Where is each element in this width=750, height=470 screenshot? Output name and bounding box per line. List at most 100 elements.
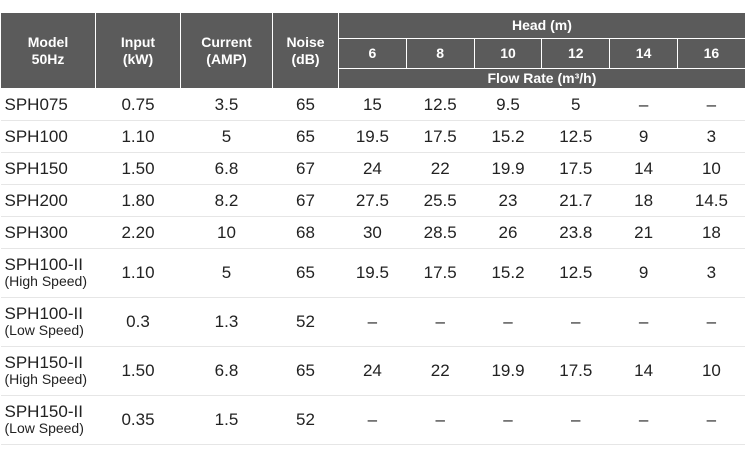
head-value: 12 bbox=[541, 38, 611, 69]
head-value: 8 bbox=[405, 38, 475, 69]
table-cell: 1.5 bbox=[180, 395, 273, 445]
table-cell: 1.50 bbox=[95, 152, 181, 185]
flow-label: Flow Rate (m³/h) bbox=[338, 68, 746, 89]
table-cell: 15.2 bbox=[474, 120, 542, 153]
table-row: SPH100-II (High Speed) 1.10 5 65 19.5 17.5 15.2… bbox=[0, 248, 746, 298]
spec-table: Model 50Hz Input (kW) Current (AMP) Noise (dB) H… bbox=[0, 12, 746, 445]
model-note: (Low Speed) bbox=[4, 420, 84, 436]
table-cell: 12.5 bbox=[541, 120, 610, 153]
table-cell: – bbox=[677, 395, 746, 445]
header-text: Model bbox=[27, 33, 69, 50]
table-cell: – bbox=[541, 395, 610, 445]
header-row: Flow Rate (m³/h) bbox=[1, 68, 746, 89]
table-cell: – bbox=[677, 88, 746, 121]
table-header: Model 50Hz Input (kW) Current (AMP) Noise (dB) H… bbox=[0, 12, 746, 89]
header-text: (dB) bbox=[291, 50, 320, 67]
table-body: SPH075 0.75 3.5 65 15 12.5 9.5 5– – SPH100 1.10 5 65… bbox=[0, 88, 746, 445]
table-cell: – bbox=[338, 395, 407, 445]
model-cell: SPH150-II (Low Speed) bbox=[0, 395, 96, 445]
model-name: SPH300 bbox=[4, 223, 68, 242]
table-cell: 65 bbox=[272, 88, 339, 121]
model-cell: SPH100-II (High Speed) bbox=[0, 248, 96, 298]
table-cell: 9.5 bbox=[474, 88, 542, 121]
table-row: SPH100-II (Low Speed) 0.3 1.3 52– – – – – – bbox=[0, 297, 746, 347]
table-cell: 67 bbox=[272, 152, 339, 185]
table-cell: – bbox=[338, 297, 407, 347]
table-cell: 1.10 bbox=[95, 248, 181, 298]
table-cell: – bbox=[406, 297, 475, 347]
table-cell: 52 bbox=[272, 395, 339, 445]
table-row: SPH200 1.80 8.2 67 27.5 25.5 23 21.7 18 14.5 bbox=[0, 184, 746, 217]
table-cell: 23 bbox=[474, 184, 542, 217]
model-cell: SPH300 bbox=[0, 216, 96, 249]
table-row: SPH075 0.75 3.5 65 15 12.5 9.5 5– – bbox=[0, 88, 746, 121]
table-cell: 10 bbox=[677, 346, 746, 396]
model-name: SPH200 bbox=[4, 191, 68, 210]
model-name: SPH100 bbox=[4, 127, 68, 146]
table-cell: – bbox=[406, 395, 475, 445]
header-text: 50Hz bbox=[31, 50, 65, 67]
table-cell: 17.5 bbox=[541, 152, 610, 185]
table-row: SPH150-II (Low Speed) 0.35 1.5 52– – – – – – bbox=[0, 395, 746, 445]
header-cell: Model 50Hz bbox=[0, 12, 96, 89]
table-cell: 24 bbox=[338, 152, 407, 185]
model-name: SPH075 bbox=[4, 95, 68, 114]
table-cell: 15 bbox=[338, 88, 407, 121]
table-cell: 28.5 bbox=[406, 216, 475, 249]
head-label: Head (m) bbox=[338, 12, 746, 39]
table-cell: 68 bbox=[272, 216, 339, 249]
model-cell: SPH200 bbox=[0, 184, 96, 217]
table-cell: 23.8 bbox=[541, 216, 610, 249]
model-cell: SPH100-II (Low Speed) bbox=[0, 297, 96, 347]
header-text: (AMP) bbox=[206, 50, 247, 67]
head-value: 10 bbox=[473, 38, 543, 69]
table-row: SPH100 1.10 5 65 19.5 17.5 15.2 12.5 9 3 bbox=[0, 120, 746, 153]
table-cell: 8.2 bbox=[180, 184, 273, 217]
model-note: (High Speed) bbox=[4, 273, 88, 289]
table-cell: 65 bbox=[272, 120, 339, 153]
model-name: SPH100-II bbox=[4, 255, 83, 274]
table-cell: 0.75 bbox=[95, 88, 181, 121]
table-cell: 1.10 bbox=[95, 120, 181, 153]
table-cell: 19.9 bbox=[474, 346, 542, 396]
table-cell: 14.5 bbox=[677, 184, 746, 217]
table-row: SPH150-II (High Speed) 1.50 6.8 65 24 22 19.9 17… bbox=[0, 346, 746, 396]
table-cell: – bbox=[474, 395, 542, 445]
table-cell: 6.8 bbox=[180, 346, 273, 396]
table-cell: 0.35 bbox=[95, 395, 181, 445]
model-cell: SPH075 bbox=[0, 88, 96, 121]
header-text: Noise bbox=[286, 33, 325, 50]
table-cell: 26 bbox=[474, 216, 542, 249]
table-cell: 19.5 bbox=[338, 120, 407, 153]
table-cell: 5 bbox=[541, 88, 610, 121]
table-cell: 14 bbox=[609, 346, 678, 396]
table-cell: 27.5 bbox=[338, 184, 407, 217]
table-cell: 22 bbox=[406, 152, 475, 185]
model-note: (Low Speed) bbox=[4, 322, 84, 338]
table-cell: 65 bbox=[272, 248, 339, 298]
model-cell: SPH150 bbox=[0, 152, 96, 185]
header-cell: Current (AMP) bbox=[180, 12, 273, 89]
model-name: SPH150 bbox=[4, 159, 68, 178]
table-cell: 17.5 bbox=[406, 120, 475, 153]
table-cell: 1.80 bbox=[95, 184, 181, 217]
table-cell: 25.5 bbox=[406, 184, 475, 217]
model-cell: SPH100 bbox=[0, 120, 96, 153]
table-cell: – bbox=[609, 297, 678, 347]
table-cell: 18 bbox=[677, 216, 746, 249]
header-cell: Input (kW) bbox=[95, 12, 181, 89]
table-cell: 1.3 bbox=[180, 297, 273, 347]
table-cell: 17.5 bbox=[406, 248, 475, 298]
header-row: Model 50Hz Input (kW) Current (AMP) Noise (dB) H… bbox=[0, 12, 746, 89]
table-cell: 52 bbox=[272, 297, 339, 347]
table-cell: – bbox=[541, 297, 610, 347]
table-cell: 65 bbox=[272, 346, 339, 396]
table-cell: – bbox=[474, 297, 542, 347]
table-cell: 12.5 bbox=[406, 88, 475, 121]
table-cell: 12.5 bbox=[541, 248, 610, 298]
head-value: 14 bbox=[609, 38, 678, 69]
head-value: 6 bbox=[338, 38, 407, 69]
table-cell: 5 bbox=[180, 248, 273, 298]
table-cell: 21.7 bbox=[541, 184, 610, 217]
